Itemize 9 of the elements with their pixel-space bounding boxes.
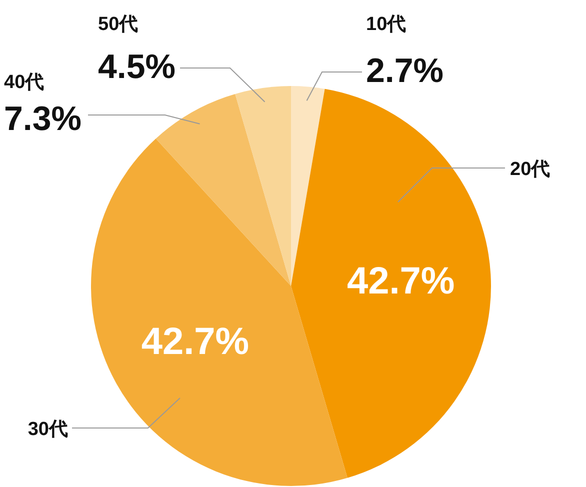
slice-label: 40代 <box>4 72 44 93</box>
data-label: 42.7% <box>141 321 250 364</box>
data-label: 2.7% <box>366 52 444 90</box>
slice-label: 20代 <box>510 159 550 180</box>
slice-label: 10代 <box>366 14 406 35</box>
slice-label: 50代 <box>98 14 138 35</box>
data-label: 7.3% <box>4 100 82 138</box>
data-label: 42.7% <box>346 260 455 303</box>
slice-label: 30代 <box>28 419 68 440</box>
